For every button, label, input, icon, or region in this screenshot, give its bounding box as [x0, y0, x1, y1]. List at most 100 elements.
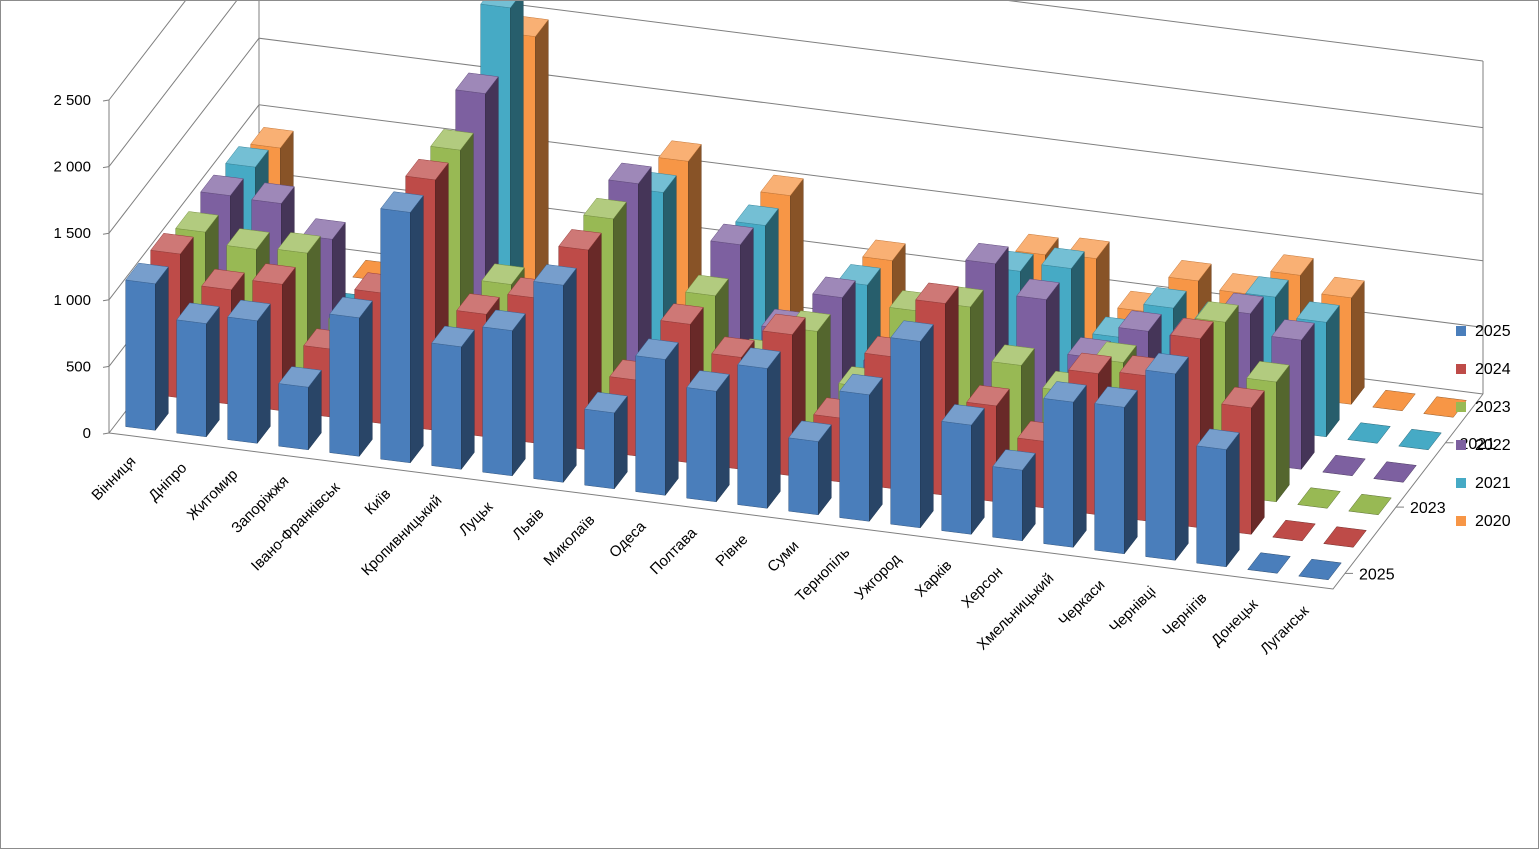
category-label: Миколаїв	[540, 512, 598, 570]
bar-top	[992, 449, 1036, 471]
bar-front	[227, 316, 258, 444]
bar-top	[658, 140, 702, 162]
category-label: Одеса	[606, 518, 650, 562]
bar-top	[839, 373, 883, 396]
bar-floor-marker	[1373, 461, 1417, 483]
bar-top	[431, 325, 475, 348]
category-label: Вінниця	[88, 453, 139, 504]
bar-top	[584, 391, 628, 414]
bar	[1196, 428, 1240, 568]
bar-top	[1270, 254, 1314, 276]
bar-side	[790, 177, 804, 334]
bar	[992, 449, 1036, 542]
legend-label: 2024	[1475, 361, 1511, 378]
bar-side	[1175, 356, 1189, 562]
bar-top	[737, 347, 781, 369]
y-tick-mark	[102, 166, 110, 169]
bar	[1323, 526, 1367, 548]
bar	[329, 296, 373, 458]
bar	[1094, 386, 1138, 555]
bar	[635, 338, 679, 497]
bar-top	[760, 174, 804, 196]
y-tick-label: 1 000	[53, 292, 91, 309]
bar	[1372, 389, 1416, 412]
bar	[941, 404, 985, 536]
legend-swatch	[1456, 364, 1466, 374]
category-label: Донецьк	[1208, 596, 1262, 650]
bar-side	[1073, 384, 1087, 549]
bar-top	[277, 232, 321, 254]
bar-top	[227, 299, 271, 322]
legend-label: 2020	[1475, 513, 1511, 530]
category-label: Київ	[362, 486, 395, 519]
category-label: Херсон	[958, 564, 1006, 612]
bar-top	[1296, 301, 1340, 323]
bar-top	[480, 1, 516, 9]
bar-floor-marker	[1272, 519, 1316, 542]
bar-side	[869, 377, 883, 523]
category-label: Полтава	[647, 524, 701, 578]
category-label: Суми	[764, 538, 802, 576]
bar	[1043, 381, 1087, 549]
bar-top	[201, 268, 245, 291]
bar-top	[710, 223, 754, 245]
bar-top	[405, 158, 449, 181]
bar-top	[455, 72, 499, 94]
bar	[1297, 487, 1341, 509]
bar	[737, 347, 781, 510]
category-label: Тернопіль	[792, 544, 853, 605]
bar-front	[329, 313, 360, 457]
legend-swatch	[1456, 440, 1466, 450]
bar-top	[1015, 233, 1059, 256]
bar-front	[992, 466, 1023, 542]
bar-front	[686, 387, 717, 503]
bar	[380, 191, 424, 464]
bar	[1145, 352, 1189, 562]
y-tick-mark	[102, 232, 110, 235]
bar	[431, 325, 475, 471]
bar-top	[583, 197, 627, 220]
y-tick-mark	[102, 299, 110, 302]
depth-axis-label: 2021	[1460, 436, 1496, 453]
depth-axis-label: 2025	[1359, 566, 1395, 583]
bar-top	[175, 211, 219, 233]
category-label: Ужгород	[852, 550, 905, 603]
bar-front	[635, 355, 666, 496]
bar-top	[1196, 428, 1240, 450]
bar-top	[225, 146, 269, 168]
category-label: Харків	[912, 557, 956, 601]
legend-swatch	[1456, 402, 1466, 412]
bar-side	[257, 303, 271, 445]
y-tick-label: 2 000	[53, 159, 91, 176]
bar-top	[660, 303, 704, 325]
bar	[1322, 454, 1366, 477]
bar-top	[329, 296, 373, 319]
bar-top	[915, 282, 959, 304]
bar-top	[302, 218, 346, 240]
bar-top	[200, 174, 244, 196]
bar-top	[966, 385, 1010, 407]
bar	[839, 373, 883, 523]
y-tick-label: 1 500	[53, 225, 91, 242]
bar-front	[431, 342, 462, 470]
bar-top	[176, 302, 220, 324]
legend-swatch	[1456, 478, 1466, 488]
bar-front	[1043, 398, 1074, 548]
bar-top	[1245, 276, 1289, 298]
bar-top	[788, 420, 832, 442]
bar-top	[1168, 260, 1212, 282]
bar-top	[1221, 386, 1265, 409]
bar-floor-marker	[1322, 454, 1366, 477]
bar-side	[1276, 364, 1290, 503]
bar-top	[250, 127, 294, 149]
bar-top	[862, 239, 906, 261]
category-label: Луганськ	[1257, 602, 1313, 658]
bar-top	[1043, 381, 1087, 403]
bar-top	[965, 242, 1009, 265]
bar-front	[533, 281, 564, 483]
bar-floor-marker	[1398, 428, 1442, 451]
bar-floor-marker	[1347, 422, 1391, 444]
bar-floor-marker	[1372, 389, 1416, 412]
bar-top	[735, 204, 779, 226]
